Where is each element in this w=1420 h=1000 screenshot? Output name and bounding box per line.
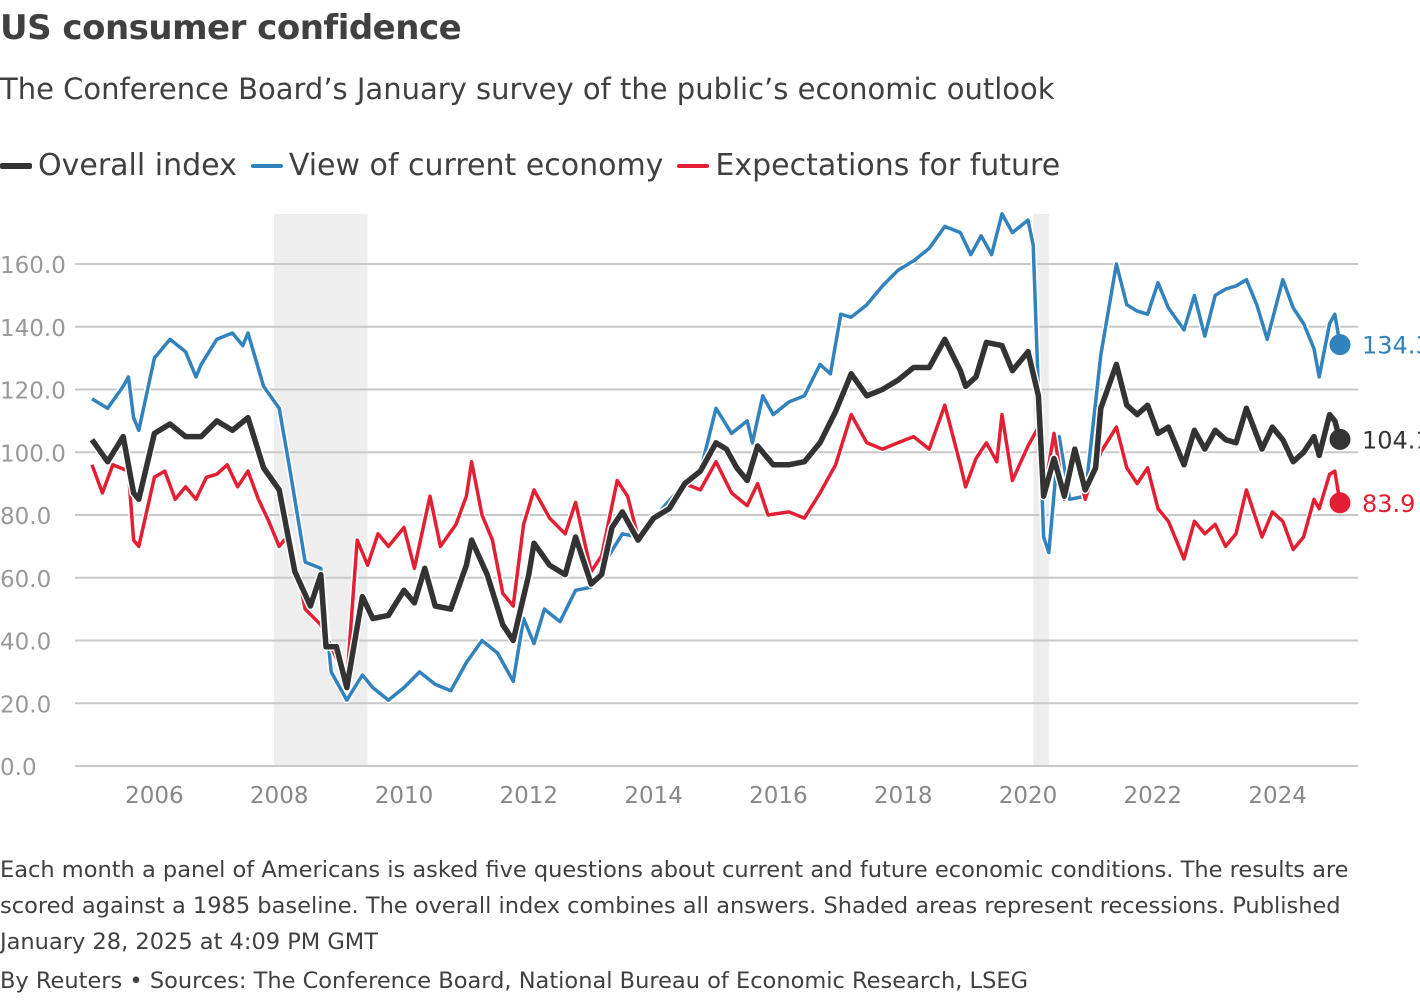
series-end-point: [1329, 428, 1351, 450]
legend-swatch: [0, 162, 32, 169]
legend-label: Overall index: [38, 148, 237, 183]
legend-swatch: [677, 163, 710, 168]
chart-note: Each month a panel of Americans is asked…: [0, 857, 1349, 955]
line-chart: 0.0 20.0 40.0 60.0 80.0 100.0 120.0 140.0 160.0 2…: [0, 210, 1420, 809]
series-end-label: 83.9: [1362, 490, 1415, 518]
y-tick-label: 120.0: [0, 379, 66, 405]
series-end-point: [1329, 334, 1351, 356]
x-tick-label: 2016: [749, 783, 808, 809]
legend-label: View of current economy: [288, 148, 664, 183]
byline: By Reuters • Sources: The Conference Boa…: [0, 968, 1029, 994]
series-end-label: 104.1: [1362, 426, 1420, 454]
chart-subtitle: The Conference Board’s January survey of…: [0, 72, 1055, 106]
legend-swatch: [250, 163, 283, 168]
series-end-point: [1329, 492, 1351, 514]
chart-title: US consumer confidence: [0, 8, 462, 48]
y-tick-label: 100.0: [0, 441, 66, 467]
legend-item-current: View of current economy: [250, 148, 664, 183]
legend-item-overall: Overall index: [0, 148, 237, 183]
x-tick-label: 2006: [125, 783, 184, 809]
legend-item-expectations: Expectations for future: [677, 148, 1060, 183]
x-tick-label: 2020: [999, 783, 1058, 809]
series-line-expectations-for-future: [90, 403, 1342, 684]
y-tick-label: 140.0: [0, 316, 66, 342]
y-tick-label: 60.0: [0, 567, 51, 593]
x-tick-label: 2010: [375, 783, 434, 809]
x-tick-label: 2008: [250, 783, 309, 809]
legend: Overall index View of current economy Ex…: [0, 148, 1060, 183]
legend-label: Expectations for future: [715, 148, 1061, 183]
y-tick-label: 80.0: [0, 504, 51, 530]
series-end-label: 134.3: [1362, 332, 1420, 360]
y-tick-label: 40.0: [0, 630, 51, 656]
y-tick-label: 0.0: [0, 755, 37, 781]
x-tick-label: 2018: [874, 783, 933, 809]
y-tick-label: 160.0: [0, 253, 66, 279]
x-tick-label: 2024: [1248, 783, 1307, 809]
x-tick-label: 2022: [1124, 783, 1183, 809]
x-tick-label: 2012: [500, 783, 559, 809]
x-tick-label: 2014: [624, 783, 683, 809]
y-tick-label: 20.0: [0, 692, 51, 718]
series-line-view-of-current-economy: [91, 212, 1342, 702]
series-line-overall-index: [89, 336, 1343, 691]
